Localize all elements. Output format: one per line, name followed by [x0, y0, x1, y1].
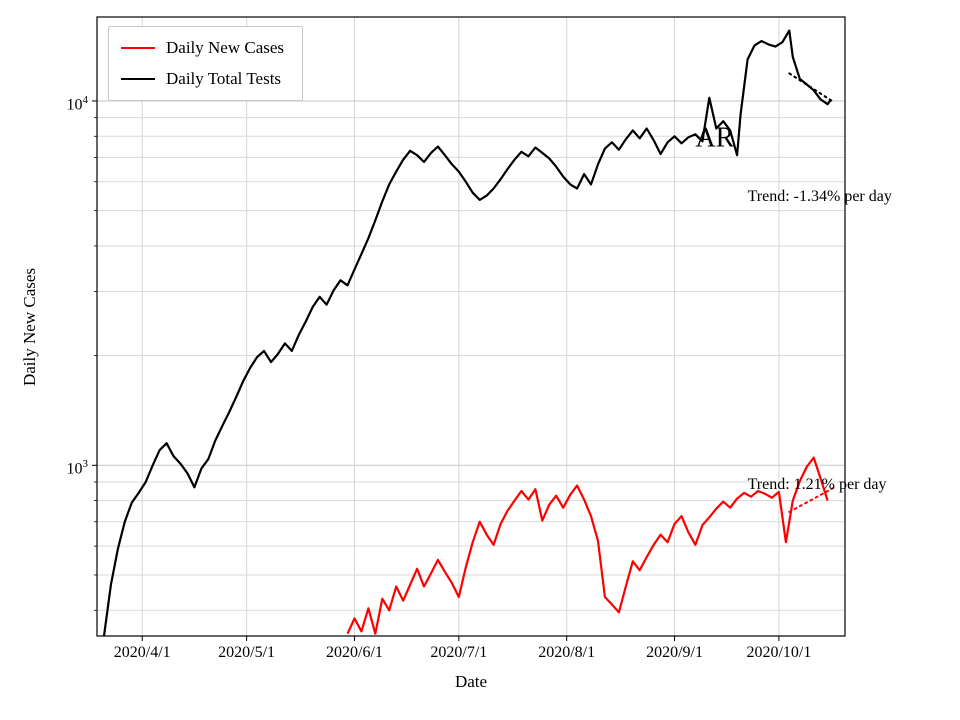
- x-tick-label: 2020/4/1: [113, 644, 171, 661]
- legend-label-daily-new-cases: Daily New Cases: [166, 38, 285, 57]
- daily-new-cases-trend-line: [788, 486, 836, 513]
- legend: Daily New Cases Daily Total Tests: [108, 26, 304, 101]
- x-tick-label: 2020/9/1: [646, 644, 703, 661]
- daily-new-cases-line: [346, 456, 829, 635]
- annotation-trend-tests: Trend: -1.34% per day: [747, 188, 892, 206]
- daily-total-tests-line: [102, 29, 832, 636]
- annotation-trend-cases: Trend: 1.21% per day: [747, 475, 887, 493]
- y-tick-label: 103: [66, 458, 89, 478]
- legend-label-daily-total-tests: Daily Total Tests: [166, 69, 282, 88]
- x-tick-label: 2020/6/1: [325, 644, 383, 661]
- y-axis-label: Daily New Cases: [20, 267, 39, 386]
- x-axis-label: Date: [454, 672, 488, 691]
- y-tick-label: 104: [66, 93, 89, 114]
- red-line-swatch: [121, 47, 155, 49]
- daily-total-tests-trend-line: [788, 72, 836, 104]
- plot-border: [96, 16, 846, 637]
- x-tick-label: 2020/7/1: [430, 644, 488, 661]
- legend-entry-daily-total-tests: Daily Total Tests: [121, 69, 284, 89]
- x-tick-label: 2020/10/1: [746, 644, 812, 661]
- annotation-state-label: AR: [695, 122, 735, 154]
- x-tick-label: 2020/5/1: [218, 644, 276, 661]
- legend-entry-daily-new-cases: Daily New Cases: [121, 38, 284, 58]
- black-line-swatch: [121, 78, 155, 80]
- x-tick-label: 2020/8/1: [538, 644, 596, 661]
